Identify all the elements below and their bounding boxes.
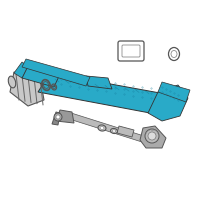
Polygon shape xyxy=(140,126,166,148)
Circle shape xyxy=(54,113,62,121)
Polygon shape xyxy=(148,85,188,121)
FancyBboxPatch shape xyxy=(118,41,144,61)
Polygon shape xyxy=(38,73,160,113)
Polygon shape xyxy=(22,59,90,86)
Polygon shape xyxy=(22,66,60,87)
Ellipse shape xyxy=(113,130,115,132)
Ellipse shape xyxy=(100,126,104,130)
Polygon shape xyxy=(117,126,134,137)
Polygon shape xyxy=(10,72,44,106)
Polygon shape xyxy=(66,112,144,142)
Ellipse shape xyxy=(111,128,117,134)
Polygon shape xyxy=(158,82,190,102)
Ellipse shape xyxy=(8,76,16,88)
Circle shape xyxy=(145,129,159,143)
Polygon shape xyxy=(14,62,28,78)
Ellipse shape xyxy=(171,50,177,58)
Polygon shape xyxy=(52,112,60,125)
Polygon shape xyxy=(86,76,112,89)
Circle shape xyxy=(56,115,60,119)
Circle shape xyxy=(148,132,156,140)
Polygon shape xyxy=(56,110,74,123)
Ellipse shape xyxy=(98,125,106,131)
Ellipse shape xyxy=(168,47,180,60)
